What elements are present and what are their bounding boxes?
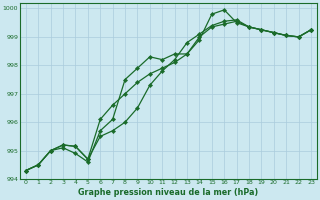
X-axis label: Graphe pression niveau de la mer (hPa): Graphe pression niveau de la mer (hPa) [78,188,259,197]
